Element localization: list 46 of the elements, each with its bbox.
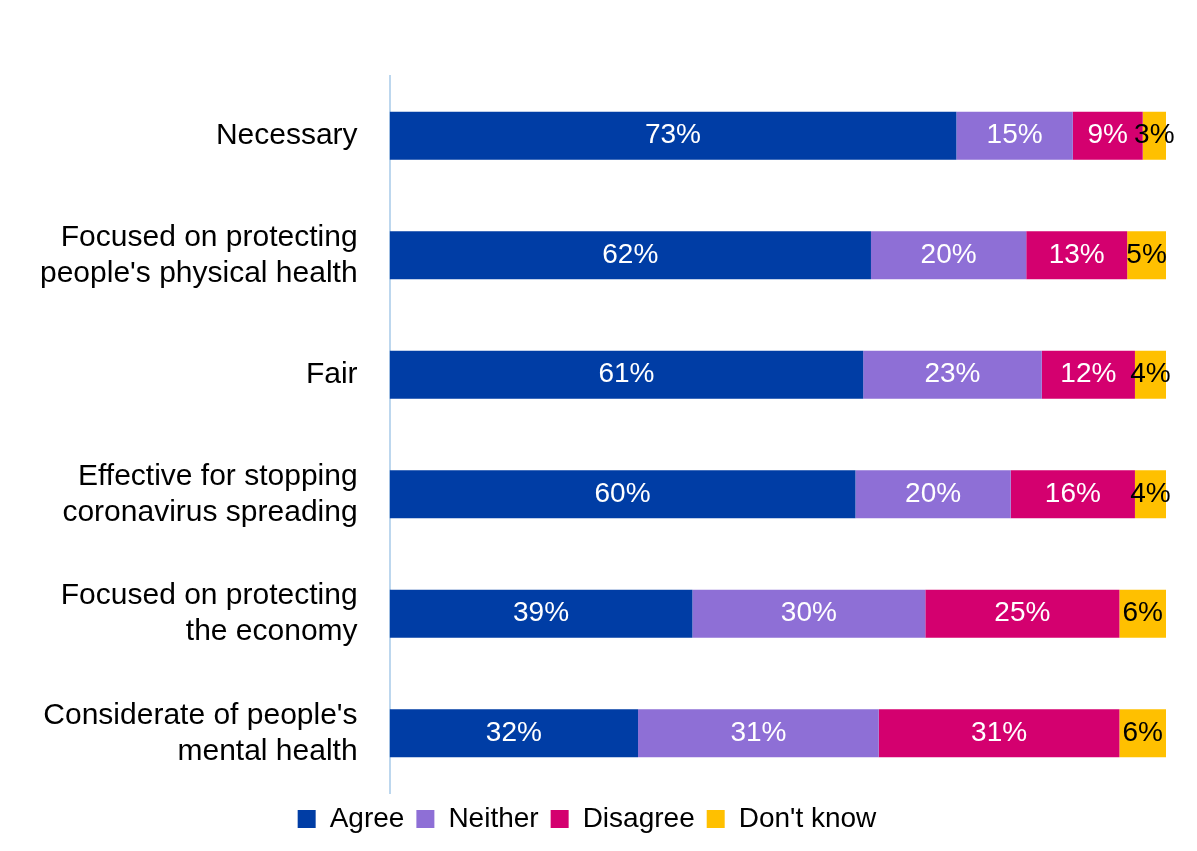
data-label: 25%: [994, 596, 1051, 628]
data-label: 23%: [924, 357, 981, 389]
bar: [855, 470, 1011, 519]
data-label: 39%: [512, 596, 570, 628]
data-label: 12%: [1060, 357, 1117, 389]
data-label: 31%: [971, 715, 1028, 747]
bar: [863, 350, 1042, 399]
legend-label: Neither: [448, 801, 539, 833]
bar: [389, 589, 693, 638]
data-label: 73%: [644, 118, 702, 150]
data-label: 32%: [485, 715, 542, 747]
bar: [389, 231, 871, 280]
data-label: 5%: [1126, 237, 1167, 269]
bar: [878, 709, 1120, 758]
bar: [389, 470, 856, 519]
bar: [389, 111, 957, 160]
bar: [956, 111, 1073, 160]
bar: [389, 350, 864, 399]
y-tick-label: Focused on protecting the economy: [60, 577, 358, 647]
data-label: 31%: [730, 715, 787, 747]
data-label: 30%: [780, 596, 837, 628]
y-tick-label: Effective for stopping coronavirus spreading: [62, 457, 358, 527]
data-label: 6%: [1122, 715, 1163, 747]
data-label: 15%: [986, 118, 1043, 150]
data-label: 20%: [920, 237, 977, 269]
bar: [638, 709, 879, 758]
y-tick-label: Fair: [305, 356, 358, 390]
legend-label: Agree: [329, 801, 405, 833]
data-label: 13%: [1048, 237, 1105, 269]
legend-label: Disagree: [582, 801, 695, 833]
bar: [870, 231, 1027, 280]
y-tick-label: Considerate of people's mental health: [43, 696, 358, 766]
legend-label: Don't know: [738, 801, 878, 833]
bar: [692, 589, 926, 638]
data-label: 20%: [905, 476, 962, 508]
data-label: 60%: [594, 476, 651, 508]
data-label: 9%: [1087, 118, 1128, 150]
data-label: 16%: [1044, 476, 1101, 508]
y-tick-label: Focused on protecting people's physical health: [40, 218, 358, 288]
bar: [389, 709, 639, 758]
data-label: 62%: [602, 237, 659, 269]
y-tick-label: Necessary: [215, 117, 358, 151]
bar: [925, 589, 1120, 638]
data-label: 6%: [1122, 596, 1163, 628]
bar: [1026, 231, 1128, 280]
data-label: 61%: [598, 357, 655, 389]
